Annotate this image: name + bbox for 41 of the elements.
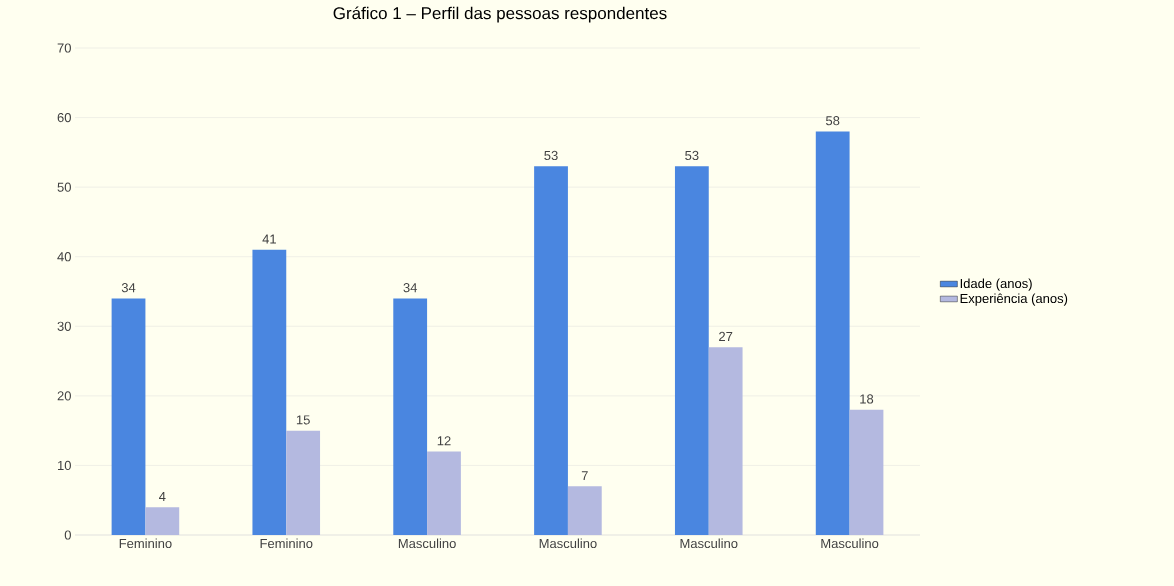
chart-title: Gráfico 1 – Perfil das pessoas respondentes bbox=[333, 6, 667, 23]
x-tick-label: Masculino bbox=[398, 538, 456, 549]
bar bbox=[815, 131, 850, 535]
bar bbox=[111, 298, 146, 535]
data-label: 58 bbox=[825, 116, 840, 126]
y-tick-label: 50 bbox=[57, 182, 71, 192]
x-tick-label: Masculino bbox=[680, 538, 738, 549]
data-label: 12 bbox=[437, 436, 451, 446]
bar bbox=[286, 430, 321, 535]
bar bbox=[567, 486, 602, 535]
y-tick-label: 10 bbox=[58, 460, 71, 471]
data-label: 41 bbox=[262, 234, 276, 244]
data-label: 27 bbox=[719, 331, 733, 341]
x-tick-label: Feminino bbox=[260, 538, 313, 549]
data-label: 34 bbox=[403, 283, 418, 293]
x-tick-label: Feminino bbox=[119, 538, 172, 549]
y-tick-label: 20 bbox=[57, 391, 71, 401]
data-label: 53 bbox=[685, 150, 699, 161]
legend-label: Experiência (anos) bbox=[960, 293, 1068, 306]
bar bbox=[252, 249, 287, 535]
bar bbox=[674, 166, 709, 535]
x-tick-label: Masculino bbox=[539, 538, 597, 549]
data-label: 7 bbox=[581, 471, 588, 481]
bar bbox=[534, 166, 568, 535]
y-tick-label: 70 bbox=[57, 43, 71, 53]
bar bbox=[145, 507, 180, 535]
y-tick-label: 30 bbox=[57, 321, 71, 331]
data-label: 34 bbox=[121, 283, 136, 293]
bar bbox=[849, 409, 884, 535]
data-label: 18 bbox=[860, 394, 874, 404]
data-label: 4 bbox=[159, 492, 166, 501]
data-label: 53 bbox=[544, 150, 558, 161]
bar bbox=[427, 451, 461, 535]
data-label: 15 bbox=[296, 415, 310, 425]
x-tick-label: Masculino bbox=[821, 538, 879, 549]
bar bbox=[708, 347, 743, 535]
bar bbox=[393, 298, 428, 535]
y-tick-label: 0 bbox=[64, 530, 71, 540]
legend-label: Idade (anos) bbox=[960, 278, 1032, 291]
y-tick-label: 60 bbox=[57, 112, 71, 123]
y-tick-label: 40 bbox=[57, 252, 71, 262]
